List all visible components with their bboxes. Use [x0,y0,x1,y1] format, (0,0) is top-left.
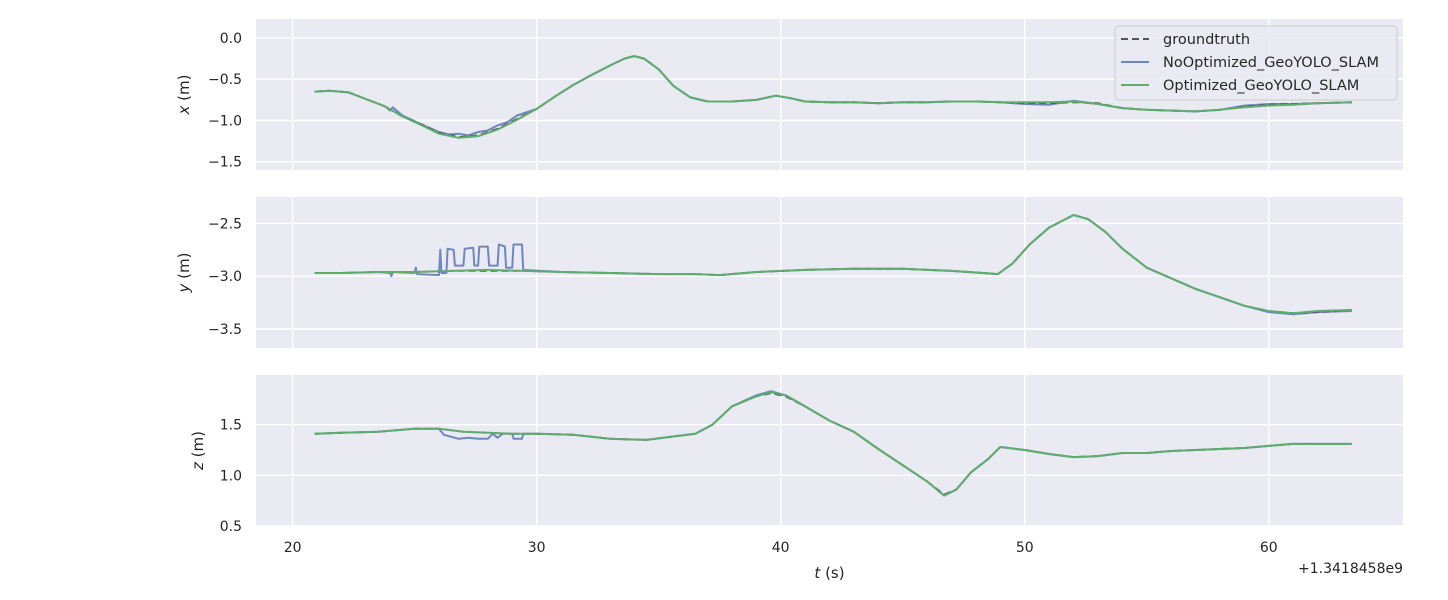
x-axis-label: t (s) [814,564,844,582]
x-tick-label: 30 [528,540,546,556]
y-tick-label: −1.0 [208,113,242,129]
legend-label: groundtruth [1163,32,1250,48]
y-tick-label: −2.5 [208,216,242,232]
x-tick-label: 50 [1016,540,1034,556]
series-line-Optimized_GeoYOLO_SLAM [314,391,1352,497]
y-tick-label: 1.5 [220,418,242,434]
y-tick-label: −0.5 [208,72,242,88]
y-tick-label: −3.5 [208,322,242,338]
legend-box [1114,25,1398,101]
y-tick-label: −3.0 [208,269,242,285]
series-line-Optimized_GeoYOLO_SLAM [314,55,1352,139]
panel-background [256,375,1403,526]
y-tick-label: 0.5 [220,519,242,535]
x-tick-label: 60 [1260,540,1278,556]
legend: groundtruth NoOptimized_GeoYOLO_SLAM Optim… [1114,25,1398,101]
y-tick-label: 1.0 [220,468,242,484]
panel-z: 1.5 1.0 0.5 z (m) [189,375,1403,535]
y-axis-label: z (m) [189,431,207,471]
x-offset-text: +1.3418458e9 [1298,561,1403,577]
y-axis-label: x (m) [175,75,193,116]
legend-label: NoOptimized_GeoYOLO_SLAM [1163,55,1379,71]
panel-y: −2.5 −3.0 −3.5 y (m) [175,197,1403,348]
y-tick-label: −1.5 [208,155,242,171]
y-tick-label: 0.0 [220,31,242,47]
series-line-Optimized_GeoYOLO_SLAM [314,214,1352,315]
x-tick-label: 40 [772,540,790,556]
x-tick-label: 20 [284,540,302,556]
y-axis-label: y (m) [175,253,193,294]
legend-label: Optimized_GeoYOLO_SLAM [1163,78,1359,94]
